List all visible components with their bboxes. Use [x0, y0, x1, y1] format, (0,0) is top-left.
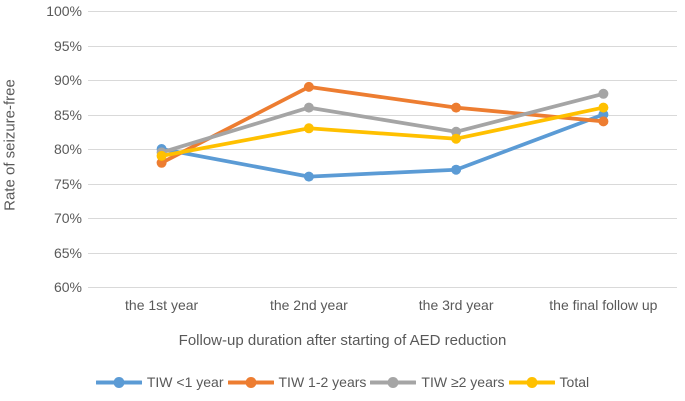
data-point-tiw-1-year-3: [598, 109, 609, 120]
data-point-total-1: [303, 123, 314, 134]
data-point-tiw-1-2-years-2: [451, 102, 462, 113]
y-tick-label-90: 90%: [53, 72, 82, 88]
data-point-tiw-1-2-years-1: [303, 81, 314, 92]
y-gridline-95: [88, 45, 677, 47]
x-axis-title: Follow-up duration after starting of AED…: [178, 332, 507, 349]
data-point-tiw-2-years-2: [451, 126, 462, 137]
y-gridline-85: [88, 114, 677, 116]
data-point-tiw-2-years-1: [303, 102, 314, 113]
legend-item-tiw-1-2-years: TIW 1-2 years: [227, 374, 367, 390]
series-line-tiw-2-years: [159, 91, 606, 155]
series-plot: [156, 81, 609, 182]
y-gridline-65: [88, 252, 677, 254]
y-tick-label-70: 70%: [53, 210, 82, 226]
legend-item-tiw-1-year: TIW <1 year: [95, 374, 224, 390]
x-tick-label-the-1st-year: the 1st year: [125, 297, 199, 313]
legend-label-tiw-1-year: TIW <1 year: [146, 374, 224, 390]
legend-marker-tiw-1-2-years-icon: [227, 376, 274, 388]
series-line-total: [159, 105, 606, 158]
legend-label-total: Total: [559, 374, 590, 390]
legend-item-tiw-2-years: TIW ≥2 years: [370, 374, 505, 390]
y-tick-label-75: 75%: [53, 175, 82, 192]
data-point-tiw-1-2-years-3: [598, 116, 609, 127]
y-gridline-80: [88, 149, 677, 150]
legend-item-total: Total: [508, 374, 590, 390]
series-line-tiw-1-2-years: [159, 85, 606, 165]
y-gridline-100: [88, 11, 677, 12]
data-point-tiw-1-2-years-0: [156, 157, 167, 168]
legend: TIW <1 year TIW 1-2 years TIW ≥2 years Tota…: [0, 370, 685, 394]
x-tick-label-the-3rd-year: the 3rd year: [418, 297, 494, 313]
data-point-tiw-1-year-2: [451, 164, 462, 175]
plot-area: [88, 11, 677, 288]
legend-label-tiw-1-2-years: TIW 1-2 years: [278, 374, 367, 390]
y-tick-label-100: 100%: [46, 3, 82, 19]
data-point-total-3: [598, 102, 609, 113]
y-gridline-75: [88, 183, 677, 185]
legend-label-tiw-2-years: TIW ≥2 years: [421, 374, 505, 390]
data-point-tiw-2-years-3: [598, 88, 609, 99]
y-tick-label-80: 80%: [53, 141, 82, 157]
y-tick-label-95: 95%: [53, 37, 82, 54]
legend-marker-tiw-1-year-icon: [95, 376, 142, 388]
y-tick-label-65: 65%: [53, 244, 82, 261]
data-point-total-2: [451, 133, 462, 144]
y-gridline-70: [88, 218, 677, 219]
x-tick-label-the-final-follow-up: the final follow up: [549, 297, 658, 313]
series-line-tiw-1-year: [159, 112, 606, 179]
x-tick-label-the-2nd-year: the 2nd year: [269, 297, 348, 313]
y-gridline-90: [88, 80, 677, 81]
y-tick-label-85: 85%: [53, 106, 82, 123]
data-point-tiw-1-year-1: [303, 171, 314, 182]
legend-marker-total-icon: [508, 376, 555, 388]
legend-marker-tiw-2-years-icon: [370, 376, 417, 388]
y-tick-label-60: 60%: [53, 279, 82, 295]
y-gridline-60: [88, 287, 677, 288]
data-point-total-0: [156, 150, 167, 161]
